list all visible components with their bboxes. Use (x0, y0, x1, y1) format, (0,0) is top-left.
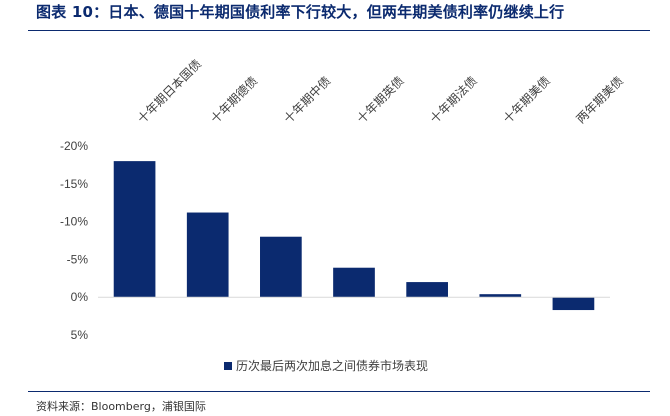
category-label: 十年期法债 (427, 74, 479, 126)
bar (479, 294, 522, 298)
bar (113, 161, 156, 298)
y-tick-label: -20% (60, 139, 88, 153)
y-tick-label: 5% (71, 328, 89, 342)
source-note: 资料来源：Bloomberg，浦银国际 (36, 400, 206, 413)
legend-label: 历次最后两次加息之间债券市场表现 (236, 358, 428, 373)
category-label: 十年期德债 (207, 73, 260, 126)
title-divider (28, 30, 650, 31)
category-label: 两年期美债 (574, 74, 626, 126)
bar (333, 267, 375, 298)
y-tick-label: -15% (60, 177, 88, 191)
legend-swatch (224, 362, 232, 370)
category-label: 十年期日本国债 (135, 57, 204, 126)
y-tick-label: -10% (60, 215, 88, 229)
bar (406, 282, 448, 298)
category-label: 十年期英债 (354, 74, 406, 126)
category-label: 十年期中债 (280, 73, 333, 126)
figure-title: 图表 10：日本、德国十年期国债利率下行较大，但两年期美债利率仍继续上行 (36, 3, 565, 21)
source-divider (28, 391, 650, 392)
bar (186, 212, 229, 298)
y-tick-label: -5% (67, 252, 89, 266)
bar (552, 297, 595, 311)
y-tick-label: 0% (71, 290, 89, 304)
bar (260, 236, 302, 298)
category-label: 十年期美债 (501, 74, 553, 126)
